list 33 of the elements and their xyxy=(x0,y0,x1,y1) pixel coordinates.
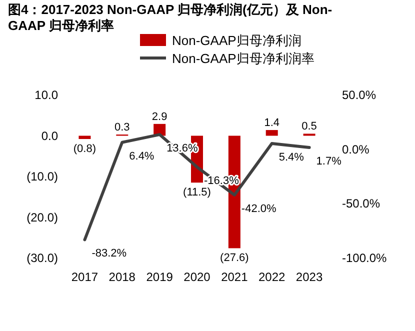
y-tick-label: (10.0) xyxy=(26,170,58,184)
x-tick-label: 2017 xyxy=(71,270,98,284)
y-tick-label: (20.0) xyxy=(26,210,58,224)
data-label: 6.4% xyxy=(129,150,154,162)
x-tick-label: 2020 xyxy=(184,270,211,284)
y2-tick-label: -50.0% xyxy=(342,196,380,211)
data-label: 5.4% xyxy=(278,151,304,164)
y2-tick-label: 50.0% xyxy=(342,88,376,102)
y-tick-label: (30.0) xyxy=(26,251,58,265)
data-label: -42.0% xyxy=(241,202,276,215)
data-label: 2.9 xyxy=(152,110,168,123)
data-label: 0.5 xyxy=(302,120,317,133)
x-tick-label: 2018 xyxy=(108,270,136,284)
bar xyxy=(78,136,91,140)
legend-label: Non-GAAP归母净利润 xyxy=(172,33,302,48)
data-label: 1.4 xyxy=(264,117,280,130)
data-label: 1.7% xyxy=(316,155,342,168)
y2-tick-label: -100.0% xyxy=(342,251,388,265)
legend-label: Non-GAAP归母净利润率 xyxy=(172,51,314,66)
x-tick-label: 2023 xyxy=(296,270,323,284)
x-tick-label: 2019 xyxy=(146,270,174,284)
x-tick-label: 2021 xyxy=(221,270,248,284)
y-tick-label: 10.0 xyxy=(34,88,58,102)
data-label: -83.2% xyxy=(92,248,127,260)
y2-tick-label: 0.0% xyxy=(342,142,370,156)
data-label: (27.6) xyxy=(220,252,249,264)
y-tick-label: 0.0 xyxy=(41,128,58,143)
bar xyxy=(266,130,278,136)
data-label: (0.8) xyxy=(73,143,96,156)
data-label: (11.5) xyxy=(183,186,211,199)
data-label: 0.3 xyxy=(114,122,130,134)
x-tick-label: 2022 xyxy=(258,270,286,284)
chart-title: 图4：2017-2023 Non-GAAP 归母净利润(亿元）及 Non-GAAP 归母净利率 xyxy=(8,2,334,34)
